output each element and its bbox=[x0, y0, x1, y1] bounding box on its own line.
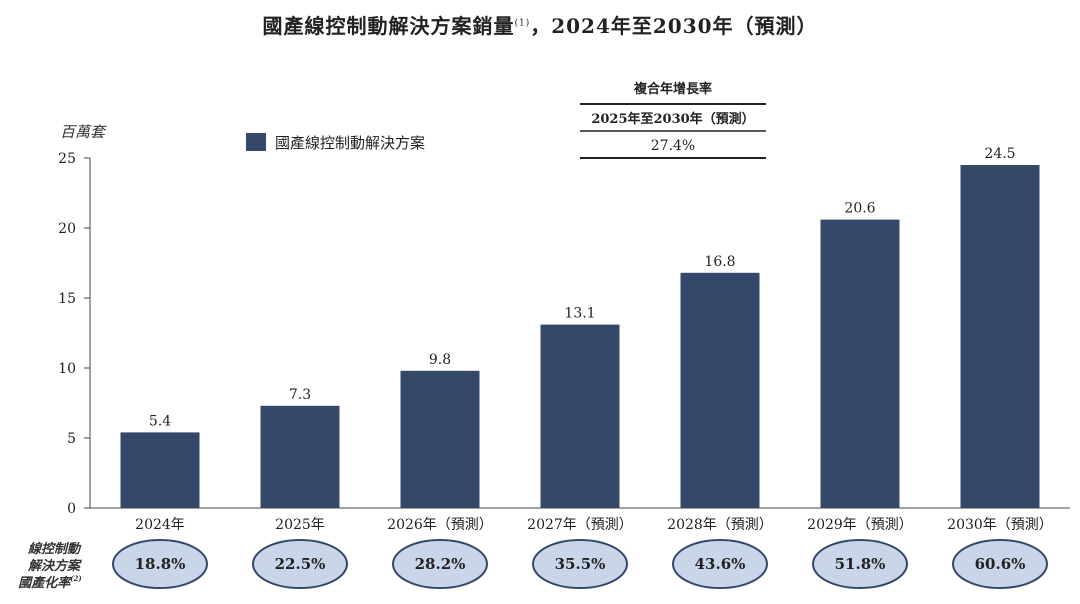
data-label: 5.4 bbox=[149, 413, 171, 429]
localization-label-line-1: 線控制動 bbox=[27, 541, 82, 557]
localization-ellipse bbox=[952, 539, 1048, 589]
bar bbox=[260, 405, 340, 508]
data-labels: 5.4 7.3 9.8 13.1 16.8 20.6 24.5 bbox=[149, 146, 1016, 429]
legend-label: 國產線控制動解決方案 bbox=[275, 134, 425, 152]
legend: 國產線控制動解決方案 bbox=[246, 133, 425, 152]
y-tick-label: 10 bbox=[58, 361, 76, 377]
localization-ellipse bbox=[532, 539, 628, 589]
localization-value: 18.8% bbox=[135, 555, 186, 573]
bar bbox=[120, 432, 200, 508]
x-tick-label: 2027年（預測） bbox=[527, 517, 633, 533]
x-tick-label: 2025年 bbox=[275, 517, 325, 533]
localization-value: 51.8% bbox=[835, 555, 886, 573]
bar bbox=[960, 165, 1040, 508]
x-tick-label: 2029年（預測） bbox=[807, 517, 913, 533]
x-tick-label: 2024年 bbox=[135, 517, 185, 533]
x-tick-label: 2030年（預測） bbox=[947, 517, 1053, 533]
localization-label-line-2: 解決方案 bbox=[27, 558, 82, 574]
data-label: 24.5 bbox=[984, 146, 1015, 162]
x-tick-label: 2026年（預測） bbox=[387, 517, 493, 533]
bar bbox=[400, 370, 480, 508]
title-note: (1) bbox=[514, 18, 531, 29]
cagr-heading: 複合年增長率 bbox=[633, 81, 712, 97]
localization-ellipse bbox=[812, 539, 908, 589]
bar bbox=[820, 219, 900, 508]
localization-ellipse bbox=[392, 539, 488, 589]
localization-ellipse bbox=[672, 539, 768, 589]
legend-swatch bbox=[246, 133, 266, 151]
localization-ellipse bbox=[112, 539, 208, 589]
localization-value: 60.6% bbox=[975, 555, 1026, 573]
localization-value: 22.5% bbox=[275, 555, 326, 573]
localization-ellipses: 18.8% 22.5% 28.2% 35.5% 43.6% 51.8% 60.6% bbox=[112, 539, 1048, 589]
y-ticks: 0 5 10 15 20 25 bbox=[58, 151, 90, 517]
data-label: 7.3 bbox=[289, 387, 311, 403]
bars bbox=[120, 165, 1040, 508]
cagr-value: 27.4% bbox=[651, 138, 695, 154]
x-tick-label: 2028年（預測） bbox=[667, 517, 773, 533]
bar bbox=[680, 272, 760, 508]
cagr-box: 複合年增長率 2025年至2030年（預測） 27.4% bbox=[580, 81, 766, 159]
title-main: 國產線控制動解決方案銷量 bbox=[262, 14, 515, 38]
y-tick-label: 25 bbox=[58, 151, 76, 167]
localization-value: 35.5% bbox=[555, 555, 606, 573]
y-axis-label: 百萬套 bbox=[60, 123, 107, 141]
localization-label-line-3: 國產化率(2) bbox=[18, 574, 82, 591]
data-label: 16.8 bbox=[704, 254, 735, 270]
y-tick-label: 15 bbox=[58, 291, 76, 307]
y-tick-label: 0 bbox=[67, 501, 76, 517]
data-label: 13.1 bbox=[564, 306, 595, 322]
data-label: 9.8 bbox=[429, 352, 451, 368]
x-tick-labels: 2024年 2025年 2026年（預測） 2027年（預測） 2028年（預測） 202… bbox=[135, 517, 1053, 533]
y-tick-label: 20 bbox=[58, 221, 76, 237]
y-tick-label: 5 bbox=[67, 431, 76, 447]
data-label: 20.6 bbox=[844, 201, 875, 217]
localization-value: 43.6% bbox=[695, 555, 746, 573]
cagr-period: 2025年至2030年（預測） bbox=[591, 111, 754, 127]
chart-title: 國產線控制動解決方案銷量(1)，2024年至2030年（預測） bbox=[0, 10, 1080, 39]
localization-rate-label: 線控制動 解決方案 國產化率(2) bbox=[18, 541, 82, 591]
title-tail: ，2024年至2030年（預測） bbox=[530, 14, 818, 38]
bar bbox=[540, 324, 620, 508]
localization-ellipse bbox=[252, 539, 348, 589]
localization-value: 28.2% bbox=[415, 555, 466, 573]
